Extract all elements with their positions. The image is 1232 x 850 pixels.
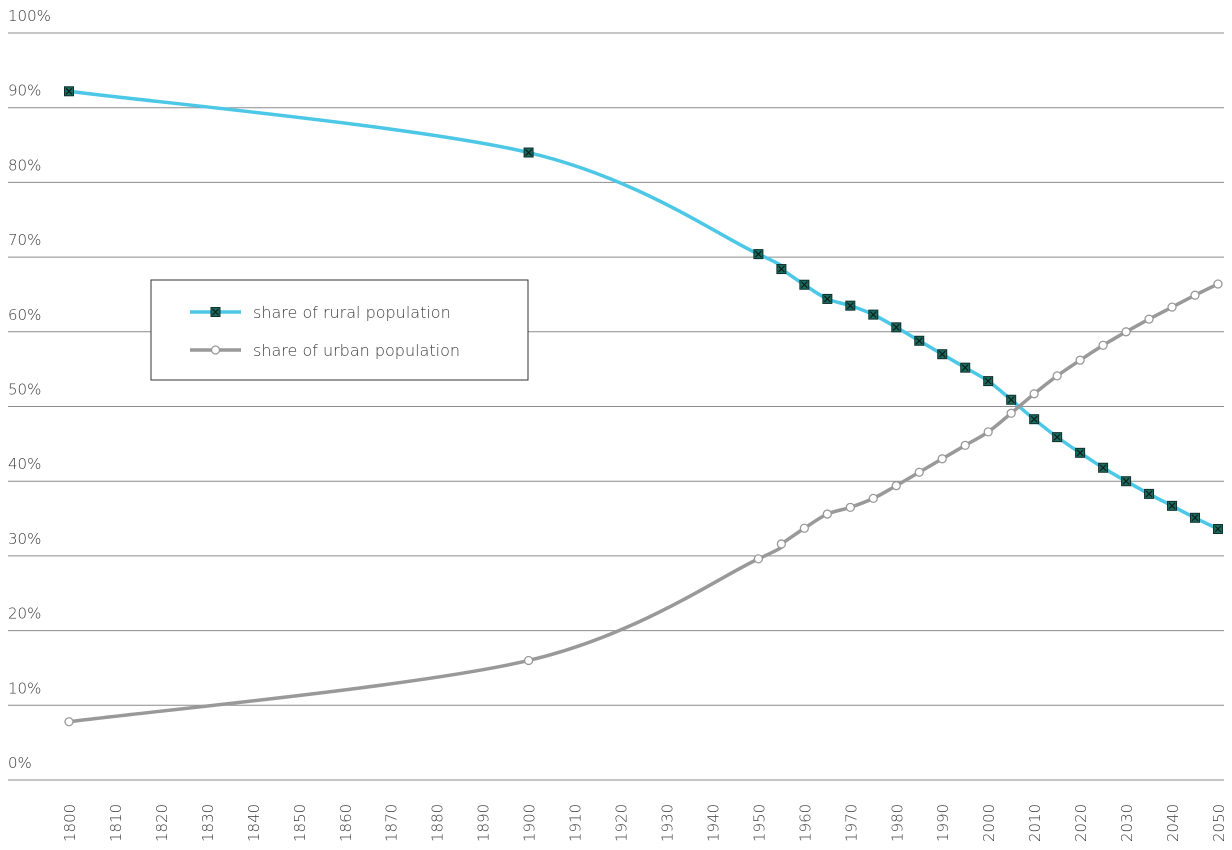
- x-tick-label: 2030: [1118, 804, 1136, 842]
- rural-data-point: [1029, 414, 1040, 425]
- urban-data-point: [1098, 340, 1108, 350]
- x-tick-label: 1820: [153, 804, 171, 842]
- urban-data-point: [1029, 389, 1039, 399]
- rural-data-point: [523, 147, 534, 158]
- urban-data-point: [523, 655, 534, 666]
- x-tick-label: 1970: [842, 804, 860, 842]
- urban-data-point: [1213, 279, 1223, 289]
- legend-label: share of rural population: [253, 303, 451, 322]
- gridlines: [8, 32, 1224, 781]
- rural-data-point: [914, 335, 925, 346]
- rural-data-point: [937, 349, 948, 360]
- urban-data-point: [799, 523, 810, 533]
- urban-data-point: [937, 454, 947, 464]
- rural-data-point: [799, 279, 810, 290]
- x-tick-label: 1840: [245, 804, 263, 842]
- y-tick-label: 80%: [8, 156, 41, 174]
- y-tick-label: 0%: [8, 754, 32, 772]
- y-tick-label: 20%: [8, 605, 41, 623]
- y-tick-label: 40%: [8, 455, 41, 473]
- x-tick-label: 1870: [383, 804, 401, 842]
- rural-data-point: [1144, 488, 1155, 499]
- urban-data-point: [822, 509, 832, 519]
- x-tick-label: 1920: [613, 804, 631, 842]
- urban-data-point: [1190, 290, 1200, 300]
- x-tick-label: 1950: [750, 804, 768, 842]
- y-tick-label: 50%: [8, 381, 41, 399]
- legend-swatch-marker: [210, 345, 221, 355]
- y-tick-label: 30%: [8, 530, 41, 548]
- urban-data-point: [891, 481, 901, 491]
- series-markers: [64, 86, 1223, 727]
- y-tick-label: 100%: [8, 7, 51, 25]
- urban-data-point: [914, 467, 924, 477]
- y-tick-label: 60%: [8, 306, 41, 324]
- x-tick-label: 1980: [888, 804, 906, 842]
- y-axis-tick-labels: 0% 10% 20% 30% 40% 50% 60% 70% 80% 90% 100%: [8, 7, 51, 772]
- x-tick-label: 2020: [1072, 804, 1090, 842]
- rural-data-point: [1190, 512, 1201, 523]
- x-tick-label: 2050: [1210, 804, 1228, 842]
- x-tick-label: 1910: [567, 804, 585, 842]
- x-tick-label: 1850: [291, 804, 309, 842]
- rural-data-point: [891, 322, 902, 333]
- x-tick-label: 2000: [980, 804, 998, 842]
- rural-data-point: [868, 309, 879, 320]
- urban-data-point: [64, 717, 74, 727]
- urban-data-point: [868, 493, 878, 504]
- urban-data-point: [1167, 302, 1177, 312]
- legend: share of rural population share of urban …: [150, 279, 529, 381]
- x-tick-label: 1810: [107, 804, 125, 842]
- y-tick-label: 90%: [8, 82, 41, 100]
- x-tick-label: 1960: [796, 804, 814, 842]
- rural-data-point: [822, 293, 833, 304]
- urban-data-point: [1144, 314, 1154, 324]
- rural-data-point: [983, 376, 994, 387]
- rural-data-point: [1075, 447, 1086, 458]
- rural-data-point: [1213, 524, 1223, 535]
- urban-data-point: [983, 427, 993, 437]
- rural-data-point: [753, 249, 764, 260]
- urban-data-point: [1006, 408, 1016, 418]
- urban-data-point: [1052, 371, 1062, 381]
- x-tick-label: 2010: [1026, 804, 1044, 842]
- y-tick-label: 10%: [8, 679, 41, 697]
- rural-data-point: [960, 362, 971, 373]
- x-tick-label: 1830: [199, 804, 217, 842]
- rural-data-point: [1167, 500, 1178, 511]
- x-tick-label: 1860: [337, 804, 355, 842]
- urban-data-point: [845, 502, 855, 512]
- x-tick-label: 1800: [61, 804, 79, 842]
- rural-data-point: [1121, 476, 1132, 487]
- urban-data-point: [1121, 327, 1131, 337]
- x-tick-label: 1990: [934, 804, 952, 842]
- x-tick-label: 1940: [704, 804, 722, 842]
- urban-data-point: [1075, 355, 1085, 365]
- urban-data-point: [776, 539, 787, 549]
- legend-box: [150, 279, 529, 381]
- x-tick-label: 2040: [1164, 804, 1182, 842]
- x-tick-label: 1900: [521, 804, 539, 842]
- legend-swatch-marker: [210, 307, 221, 317]
- rural-data-point: [1098, 462, 1109, 473]
- x-tick-label: 1890: [475, 804, 493, 842]
- rural-data-point: [64, 86, 74, 97]
- y-tick-label: 70%: [8, 231, 41, 249]
- rural-data-point: [1006, 394, 1017, 405]
- rural-data-point: [776, 264, 787, 275]
- x-tick-label: 1930: [658, 804, 676, 842]
- urban-data-point: [753, 554, 764, 564]
- rural-data-point: [845, 300, 856, 311]
- legend-label: share of urban population: [253, 341, 460, 360]
- x-tick-label: 1880: [429, 804, 447, 842]
- x-axis-tick-labels: 1800 1810 1820 1830 1840 1850 1860 1870 1880 1890…: [61, 804, 1228, 842]
- rural-data-point: [1052, 432, 1063, 443]
- urban-data-point: [960, 440, 970, 450]
